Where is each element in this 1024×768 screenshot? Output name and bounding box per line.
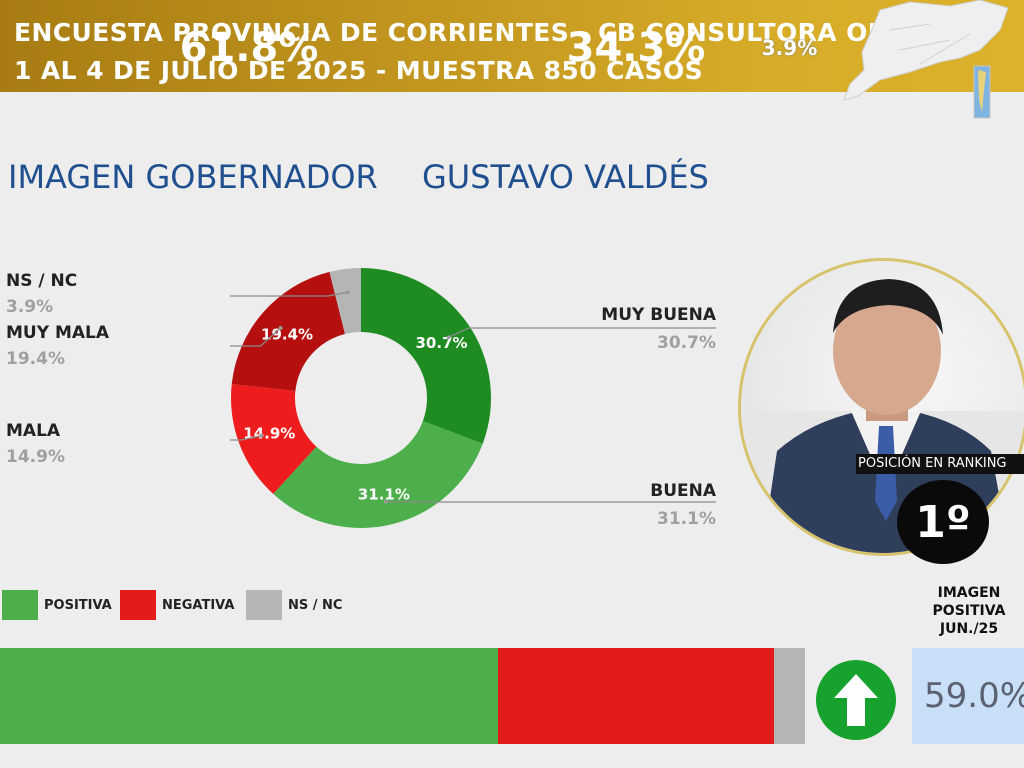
callout-value-muy-buena: 30.7%	[657, 333, 716, 353]
donut-slice-muy-buena	[361, 268, 492, 444]
donut-slice-label-buena: 31.1%	[358, 485, 410, 503]
callout-value-mala: 14.9%	[6, 447, 65, 467]
chart-title-main: IMAGEN GOBERNADOR	[8, 158, 378, 196]
callout-dot-mala	[259, 433, 264, 438]
bar-segment-negativa	[498, 648, 774, 744]
bar-segment-nsnc	[774, 648, 805, 744]
donut-slice-muy-mala	[231, 271, 345, 391]
callout-dot-ns-nc	[345, 290, 350, 295]
legend-swatch-positiva	[2, 590, 38, 620]
callout-name-mala: MALA	[6, 421, 61, 441]
previous-label-line3: JUN./25	[939, 621, 999, 637]
previous-label-line1: IMAGEN	[937, 585, 1001, 601]
ranking-position-badge: 1º	[897, 480, 989, 564]
header-banner: ENCUESTA PROVINCIA DE CORRIENTES - CB CO…	[0, 0, 1024, 92]
callout-line-ns-nc	[230, 291, 349, 297]
donut-slice-mala	[230, 384, 317, 494]
callout-value-ns-nc: 3.9%	[6, 297, 53, 317]
callout-line-mala	[230, 435, 262, 441]
donut-slice-label-muy-mala: 19.4%	[261, 326, 313, 344]
legend-label-negativa: NEGATIVA	[162, 598, 235, 613]
donut-slice-label-mala: 14.9%	[243, 425, 295, 443]
previous-positive-value: 59.0%	[912, 648, 1024, 744]
callout-line-muy-mala	[230, 327, 282, 347]
bar-label-negativa: 34.3%	[566, 25, 706, 71]
province-map-icon	[843, 0, 1009, 119]
legend-swatch-nsnc	[246, 590, 282, 620]
bar-label-nsnc: 3.9%	[761, 36, 818, 60]
donut-chart: 30.7% 31.1% 14.9% 19.4% MUY BUENA 30.7% BUENA…	[6, 268, 717, 529]
bar-label-positiva: 61.8%	[179, 25, 319, 71]
legend-label-positiva: POSITIVA	[44, 598, 112, 613]
callout-dot-buena	[383, 499, 388, 504]
donut-slice-ns-nc	[329, 268, 361, 334]
chart-title-name: GUSTAVO VALDÉS	[422, 158, 709, 196]
up-arrow-icon	[816, 660, 896, 740]
callout-value-buena: 31.1%	[657, 509, 716, 529]
donut-slice-label-muy-buena: 30.7%	[416, 334, 468, 352]
callout-name-ns-nc: NS / NC	[6, 271, 77, 291]
callout-line-muy-buena	[448, 327, 716, 338]
header-title-line1: ENCUESTA PROVINCIA DE CORRIENTES - CB CO…	[14, 18, 887, 47]
legend-swatch-negativa	[120, 590, 156, 620]
callout-name-buena: BUENA	[650, 481, 717, 501]
header-title-line2: 1 AL 4 DE JULIO DE 2025 - MUESTRA 850 CA…	[14, 56, 704, 85]
previous-label-line2: POSITIVA	[932, 603, 1006, 619]
donut-slice-buena	[273, 421, 483, 528]
callout-name-muy-buena: MUY BUENA	[601, 305, 717, 325]
callout-dot-muy-buena	[446, 335, 451, 340]
previous-image-label: IMAGEN POSITIVA JUN./25	[914, 584, 1024, 638]
callout-dot-muy-mala	[278, 326, 283, 331]
ranking-label: POSICIÓN EN RANKING	[856, 454, 1024, 474]
legend-label-nsnc: NS / NC	[288, 598, 343, 613]
bar-segment-positiva	[0, 648, 498, 744]
callout-value-muy-mala: 19.4%	[6, 349, 65, 369]
callout-name-muy-mala: MUY MALA	[6, 323, 110, 343]
